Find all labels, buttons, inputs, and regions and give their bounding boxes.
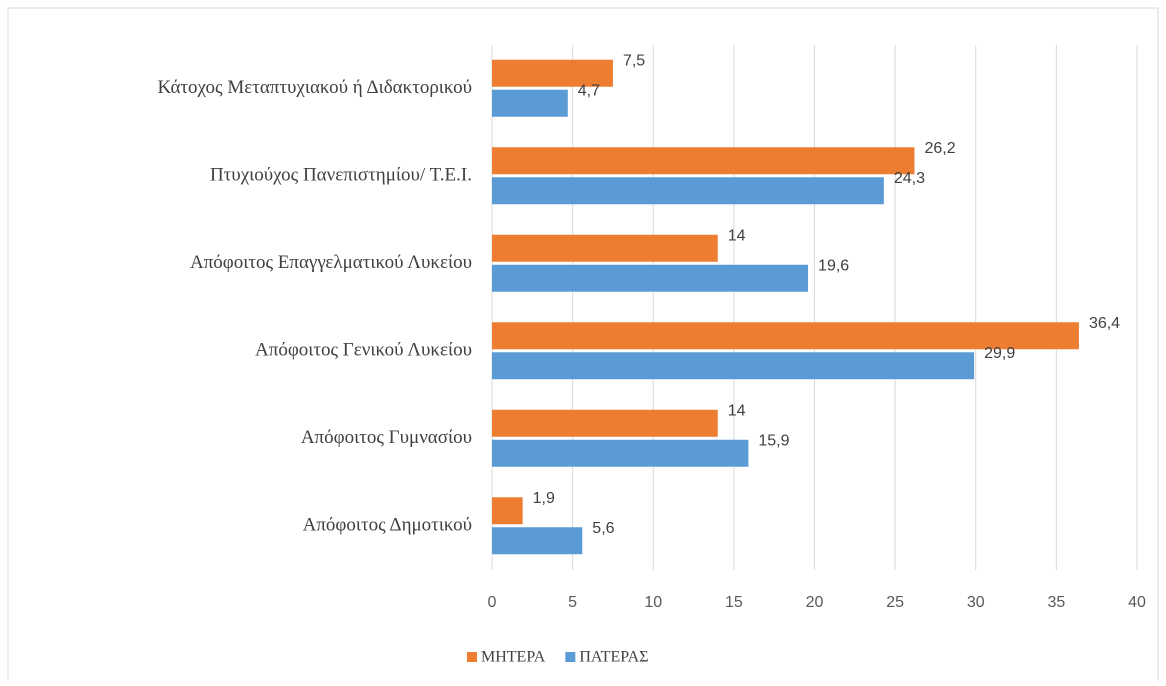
x-tick-label: 10 [644, 594, 662, 611]
value-label: 29,9 [984, 345, 1015, 362]
bar [492, 497, 523, 525]
y-tick-label: Απόφοιτος Επαγγελματικού Λυκείου [190, 252, 472, 273]
y-tick-label: Κάτοχος Μεταπτυχιακού ή Διδακτορικού [157, 77, 472, 98]
x-tick-label: 25 [886, 594, 904, 611]
value-label: 26,2 [924, 140, 955, 157]
bar [492, 527, 583, 555]
value-label: 4,7 [578, 82, 600, 99]
value-label: 1,9 [533, 490, 555, 507]
value-label: 15,9 [758, 432, 789, 449]
bar [492, 147, 915, 175]
y-tick-label: Απόφοιτος Γενικού Λυκείου [255, 340, 472, 361]
bar [492, 322, 1079, 350]
bar [492, 264, 809, 292]
legend-label: ΜΗΤΕΡΑ [481, 649, 546, 666]
value-label: 36,4 [1089, 315, 1120, 332]
x-tick-label: 40 [1128, 594, 1146, 611]
x-tick-label: 5 [568, 594, 577, 611]
x-tick-label: 15 [725, 594, 743, 611]
legend-swatch [565, 652, 576, 662]
bar [492, 352, 975, 380]
legend-swatch [467, 652, 477, 662]
y-tick-label: Πτυχιούχος Πανεπιστημίου/ Τ.Ε.Ι. [210, 165, 472, 186]
value-label: 14 [728, 402, 746, 419]
bar [492, 89, 568, 117]
legend-label: ΠΑΤΕΡΑΣ [579, 649, 648, 666]
value-label: 14 [728, 227, 746, 244]
value-label: 19,6 [818, 257, 849, 274]
bar [492, 177, 884, 205]
y-tick-label: Απόφοιτος Γυμνασίου [301, 427, 472, 448]
y-tick-label: Απόφοιτος Δημοτικού [303, 515, 472, 536]
value-label: 24,3 [894, 170, 925, 187]
value-label: 5,6 [592, 520, 614, 537]
x-tick-label: 35 [1047, 594, 1065, 611]
value-label: 7,5 [623, 52, 645, 69]
x-tick-label: 30 [967, 594, 985, 611]
bar [492, 234, 718, 262]
x-tick-label: 0 [488, 594, 497, 611]
x-tick-label: 20 [806, 594, 824, 611]
bar [492, 59, 613, 87]
bar [492, 409, 718, 437]
bar [492, 439, 749, 467]
